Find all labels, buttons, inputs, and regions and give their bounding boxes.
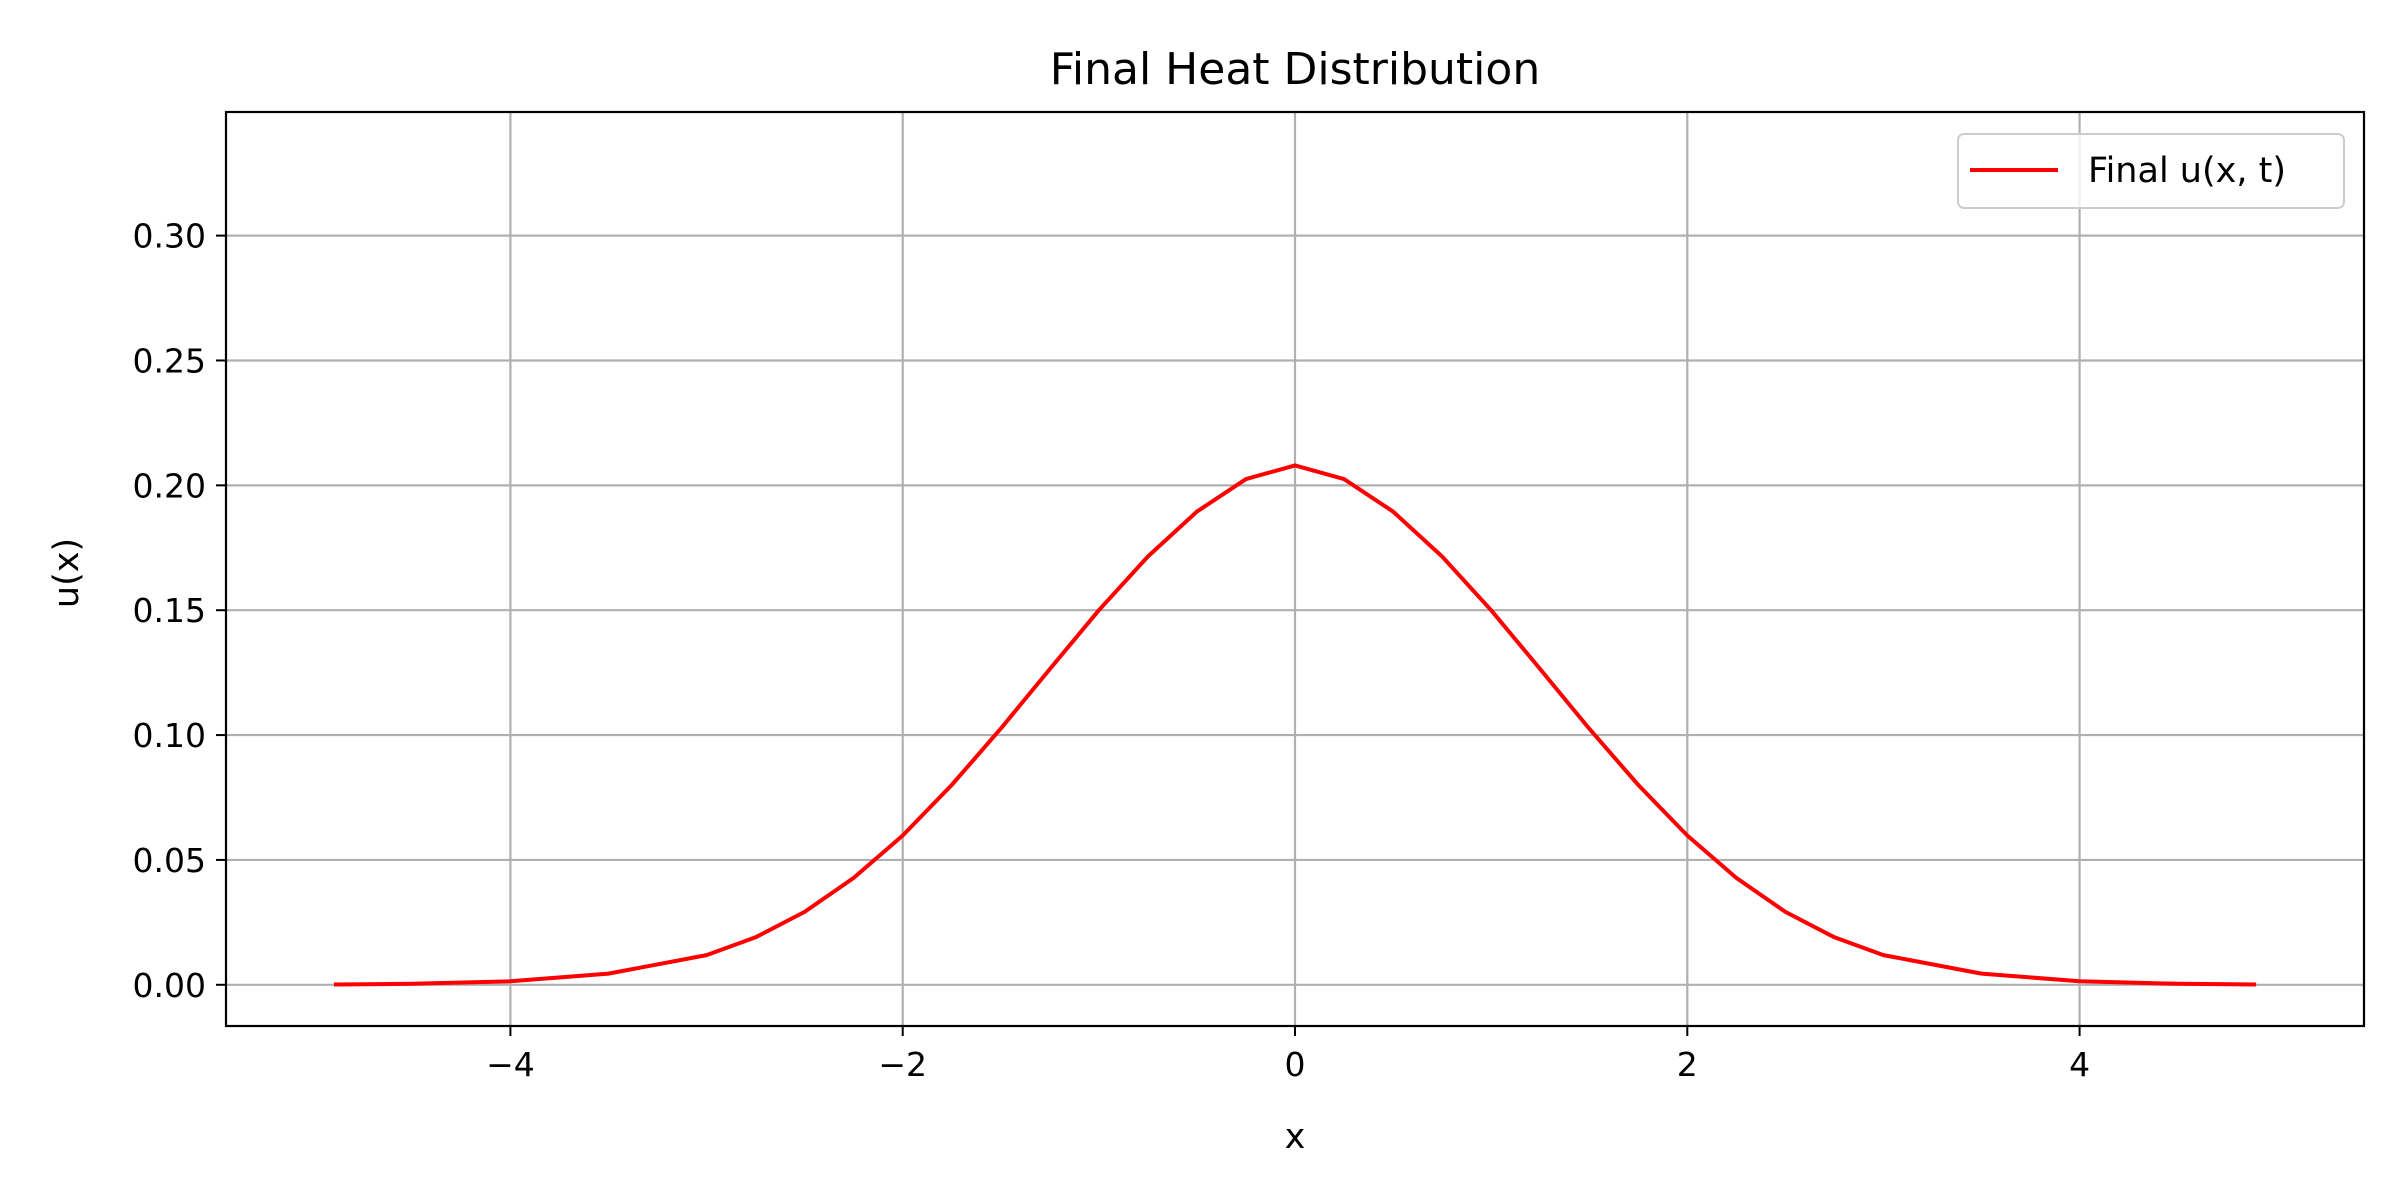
legend-box [1957, 133, 2345, 209]
y-tick-label: 0.10 [133, 716, 206, 755]
y-axis-label: u(x) [47, 538, 87, 608]
x-tick-label: −2 [878, 1045, 927, 1084]
legend: Final u(x, t) [1957, 133, 2345, 209]
x-tick-label: 4 [2069, 1045, 2090, 1084]
y-tick-label: 0.25 [133, 341, 206, 380]
x-tick-label: 2 [1677, 1045, 1698, 1084]
y-tick-label: 0.30 [133, 217, 206, 256]
tick-marks [216, 234, 2081, 1036]
tick-labels: −4 −2 0 2 4 0.00 0.05 0.10 0.15 0.20 0.25 0.30 [133, 217, 2091, 1084]
x-axis-label: x [1285, 1117, 1306, 1157]
x-tick-label: −4 [486, 1045, 535, 1084]
y-tick-label: 0.15 [133, 591, 206, 630]
y-tick-label: 0.05 [133, 841, 206, 880]
series-layer [333, 463, 2257, 987]
y-tick-label: 0.20 [133, 466, 206, 505]
series-line-final-u [333, 463, 2257, 987]
grid [226, 112, 2364, 1026]
x-tick-label: 0 [1285, 1045, 1306, 1084]
chart-title: Final Heat Distribution [1050, 44, 1540, 95]
y-tick-label: 0.00 [133, 966, 206, 1005]
legend-label-final-u: Final u(x, t) [2088, 151, 2286, 191]
